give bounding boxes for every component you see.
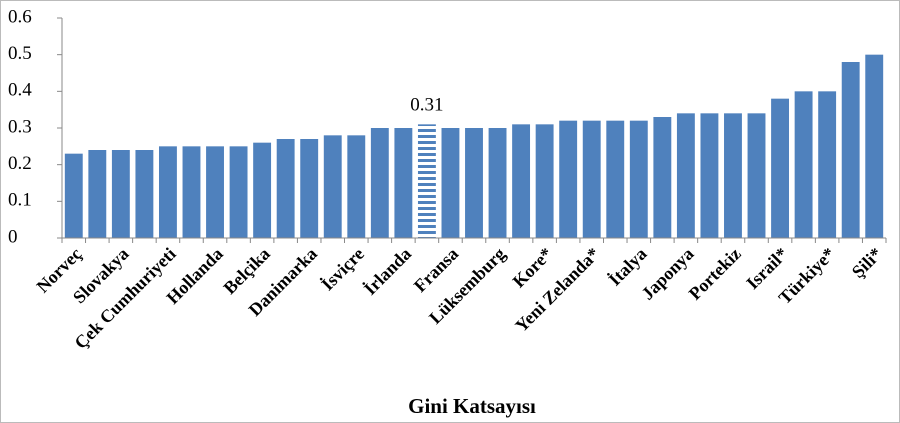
bar [818,91,837,238]
bar [488,128,507,238]
bar [370,128,389,238]
bar [300,139,319,238]
x-axis-title: Gini Katsayısı [408,394,536,418]
y-tick-label: 0.3 [8,116,32,137]
bar [276,139,295,238]
bar [135,150,154,238]
bar [206,146,224,238]
bar [512,124,531,238]
bar [606,120,625,238]
y-tick-label: 0.1 [8,190,32,211]
bar [841,62,860,238]
y-tick-label: 0.6 [8,6,32,27]
bar [653,117,672,238]
bar [111,150,130,238]
bar [229,146,248,238]
bar [182,146,201,238]
bar [158,146,177,238]
bar [535,124,554,238]
bar [323,135,342,238]
bar [724,113,742,238]
bar [417,124,436,238]
bar [629,120,648,238]
bar [465,128,483,238]
y-tick-label: 0.5 [8,43,32,64]
bar [676,113,695,238]
data-label: 0.31 [410,95,443,116]
y-tick-label: 0.4 [8,80,32,101]
bar [88,150,107,238]
bar [64,153,83,238]
bar [582,120,601,238]
bar [559,120,578,238]
y-tick-label: 0.2 [8,153,32,174]
y-tick-label: 0 [8,226,18,247]
bar [747,113,766,238]
bar [347,135,366,238]
bar [253,142,272,238]
bar [794,91,813,238]
bar [865,54,884,238]
bar [394,128,413,238]
bar [441,128,460,238]
bar [771,98,790,239]
bar [700,113,719,238]
